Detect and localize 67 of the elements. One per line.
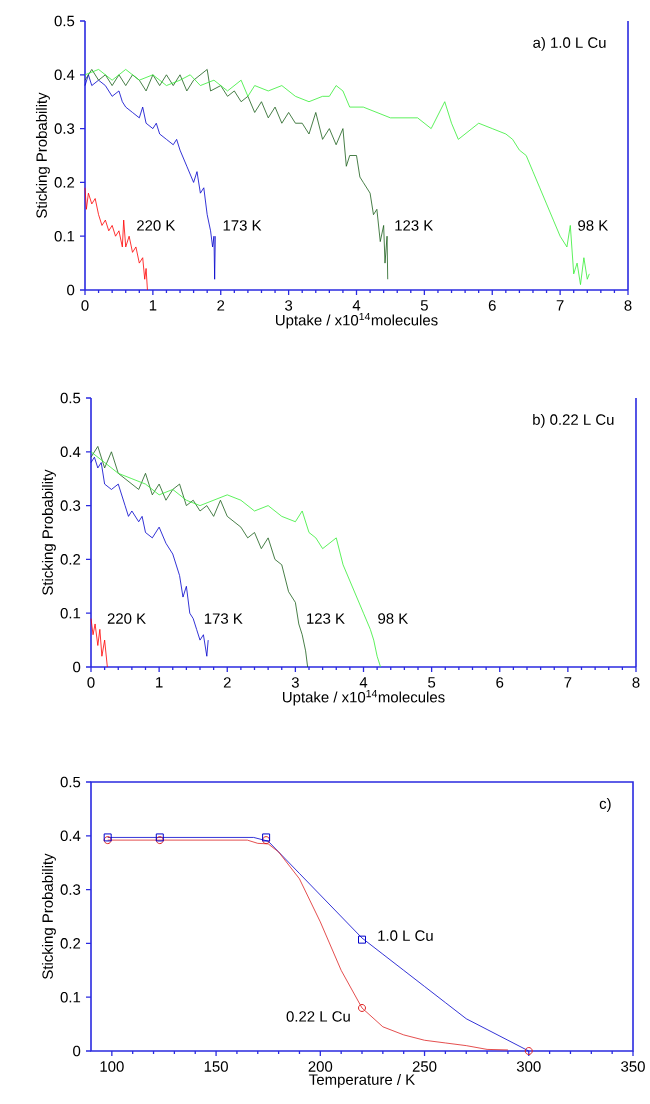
point: [358, 935, 366, 944]
y-axis-title: Sticking Probability: [35, 92, 50, 218]
annotation: b) 0.22 L Cu: [533, 413, 614, 428]
line-series: [84, 69, 389, 280]
x-tick-label: 0: [87, 677, 95, 688]
series-label: 173 K: [204, 613, 243, 624]
x-tick-label: 8: [632, 677, 640, 688]
y-tick-label: 0.3: [60, 500, 81, 511]
y-tick-label: 0.2: [54, 177, 75, 188]
series-label: 98 K: [378, 613, 409, 624]
series-label: 123 K: [395, 220, 434, 231]
x-tick-label: 1: [149, 300, 157, 311]
x-tick-label: 150: [204, 1061, 228, 1072]
y-tick-label: 0.2: [60, 938, 81, 949]
line-series: [84, 74, 216, 280]
y-tick-label: 0.4: [60, 446, 81, 458]
x-tick-label: 2: [217, 300, 225, 311]
x-tick-label: 200: [308, 1061, 333, 1072]
series-label: 173 K: [223, 220, 262, 231]
x-tick-label: 4: [352, 300, 361, 311]
x-axis-title: Uptake / x10$^{14}$molecules: [283, 689, 445, 706]
x-tick-label: 100: [100, 1061, 124, 1072]
x-axis-title: Uptake / x10$^{14}$molecules: [276, 312, 438, 329]
y-tick-label: 0.1: [54, 230, 75, 242]
y-tick-label: 0.4: [54, 69, 75, 81]
y-tick-label: 0: [73, 661, 81, 673]
x-tick-label: 6: [496, 677, 504, 688]
x-tick-label: 3: [285, 300, 293, 311]
point: [358, 1003, 366, 1012]
line-series: [90, 618, 108, 668]
x-tick-label: 7: [564, 677, 572, 688]
y-tick-label: 0.1: [60, 607, 81, 619]
y-axis-title: Sticking Probability: [41, 853, 56, 979]
annotation: c): [599, 797, 611, 812]
series-label: 220 K: [107, 613, 146, 624]
x-tick-label: 2: [223, 677, 231, 688]
x-axis-title: Temperature / K: [309, 1073, 415, 1088]
y-tick-label: 0.5: [60, 392, 81, 404]
y-tick-label: 0.3: [54, 123, 75, 134]
x-tick-label: 250: [412, 1061, 437, 1072]
series-label: 220 K: [137, 220, 176, 231]
x-tick-label: 6: [488, 300, 496, 311]
x-tick-label: 5: [420, 300, 428, 311]
x-tick-label: 1: [156, 677, 163, 688]
x-tick-label: 350: [621, 1061, 645, 1072]
x-tick-label: 300: [516, 1061, 541, 1072]
series-label: 0.22 L Cu: [286, 1011, 350, 1022]
y-tick-label: 0: [73, 1045, 81, 1057]
annotation: a) 1.0 L Cu: [533, 36, 606, 51]
series-label: 123 K: [307, 613, 345, 624]
y-tick-label: 0.5: [60, 776, 81, 788]
x-tick-label: 0: [81, 300, 89, 311]
series-label: 98 K: [578, 220, 609, 231]
x-tick-label: 7: [556, 300, 564, 311]
y-axis-title: Sticking Probability: [41, 469, 56, 595]
y-tick-label: 0.4: [60, 830, 81, 842]
x-tick-label: 5: [428, 677, 436, 688]
series-label: 1.0 L Cu: [378, 930, 433, 941]
x-tick-label: 3: [291, 677, 299, 688]
y-tick-label: 0.5: [54, 15, 75, 27]
point: [524, 1047, 533, 1056]
y-tick-label: 0.3: [60, 884, 81, 895]
y-tick-label: 0.1: [60, 991, 81, 1003]
y-tick-label: 0.2: [60, 554, 81, 565]
x-tick-label: 8: [624, 300, 632, 311]
x-tick-label: 4: [359, 677, 368, 688]
y-tick-label: 0: [67, 284, 75, 296]
